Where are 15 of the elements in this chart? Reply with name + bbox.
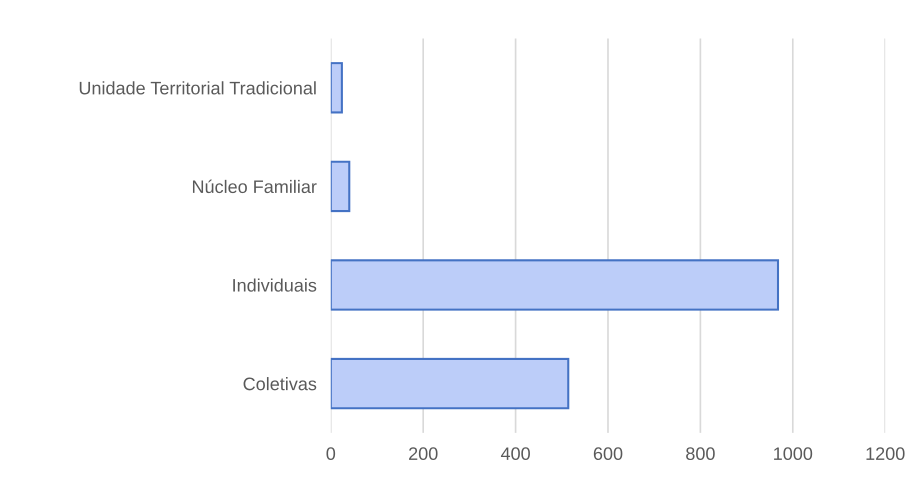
bar xyxy=(330,62,343,114)
bar xyxy=(330,358,570,410)
x-tick-label: 1200 xyxy=(866,447,905,460)
x-tick-label: 0 xyxy=(326,447,336,460)
x-tick-label: 200 xyxy=(409,447,438,460)
bar xyxy=(330,160,350,212)
y-tick-label: Núcleo Familiar xyxy=(192,180,317,194)
x-tick-label: 400 xyxy=(500,447,530,460)
y-tick-label: Individuais xyxy=(233,278,316,292)
y-tick-label: Unidade Territorial Tradicional xyxy=(80,81,316,95)
bar xyxy=(330,259,780,311)
x-tick-label: 800 xyxy=(686,447,715,460)
y-tick-label: Coletivas xyxy=(244,377,316,390)
x-tick-label: 1000 xyxy=(774,447,812,460)
x-tick-label: 600 xyxy=(594,447,622,460)
